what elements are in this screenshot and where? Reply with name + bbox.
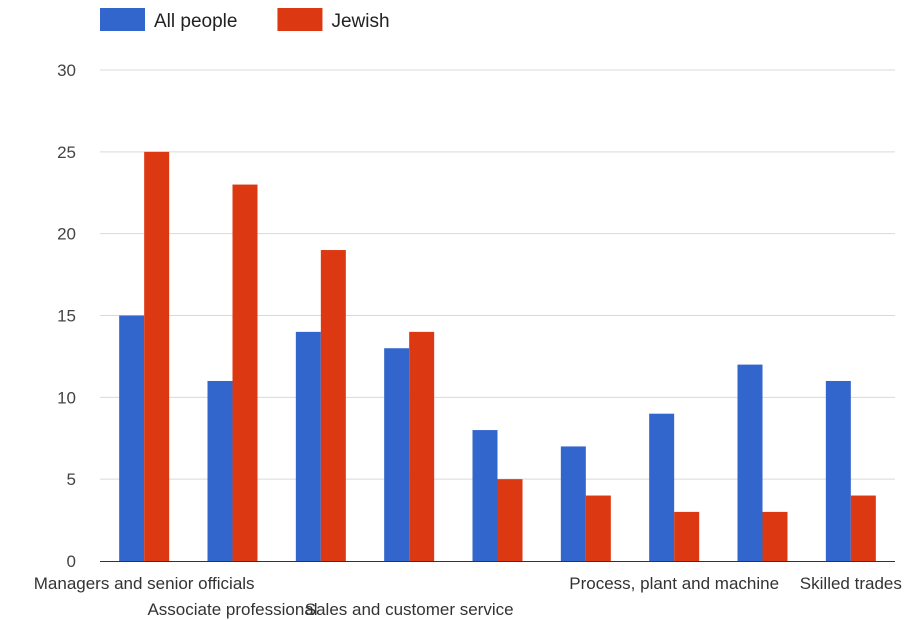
x-category-label: Process, plant and machine — [569, 574, 779, 593]
legend-swatch-all-people — [100, 8, 145, 31]
bar-jewish — [585, 495, 611, 561]
y-tick-label: 25 — [57, 143, 76, 162]
y-tick-label: 10 — [57, 388, 76, 407]
bar-jewish — [762, 511, 788, 561]
x-category-label: Managers and senior officials — [34, 574, 255, 593]
y-tick-label: 15 — [57, 307, 76, 326]
bar-jewish — [850, 495, 876, 561]
legend: All people Jewish — [100, 8, 390, 32]
bar-all-people — [295, 331, 321, 561]
bar-all-people — [825, 380, 851, 561]
bar-all-people — [649, 413, 675, 561]
bar-jewish — [674, 511, 700, 561]
bar-all-people — [207, 380, 233, 561]
bar-all-people — [472, 430, 498, 561]
legend-label-jewish: Jewish — [331, 11, 389, 32]
bar-jewish — [232, 184, 258, 562]
x-category-label: Associate professional — [147, 600, 317, 619]
y-tick-label: 0 — [67, 552, 76, 571]
bar-all-people — [737, 364, 763, 561]
bar-all-people — [560, 446, 586, 561]
bar-jewish — [144, 151, 170, 562]
y-axis-tick-labels: 0 5 10 15 20 25 30 — [57, 61, 76, 571]
legend-swatch-jewish — [277, 8, 323, 31]
bar-jewish — [320, 250, 346, 562]
x-category-label: Skilled trades — [800, 574, 902, 593]
y-tick-label: 20 — [57, 225, 76, 244]
y-tick-label: 5 — [67, 470, 76, 489]
legend-label-all-people: All people — [154, 11, 237, 32]
bar-all-people — [119, 315, 145, 561]
x-axis-category-labels: Managers and senior officials Associate p… — [34, 574, 902, 619]
bars — [119, 151, 876, 562]
bar-all-people — [384, 348, 410, 561]
y-tick-label: 30 — [57, 61, 76, 80]
bar-jewish — [497, 479, 523, 561]
bar-jewish — [409, 331, 435, 561]
x-category-label: Sales and customer service — [305, 600, 514, 619]
